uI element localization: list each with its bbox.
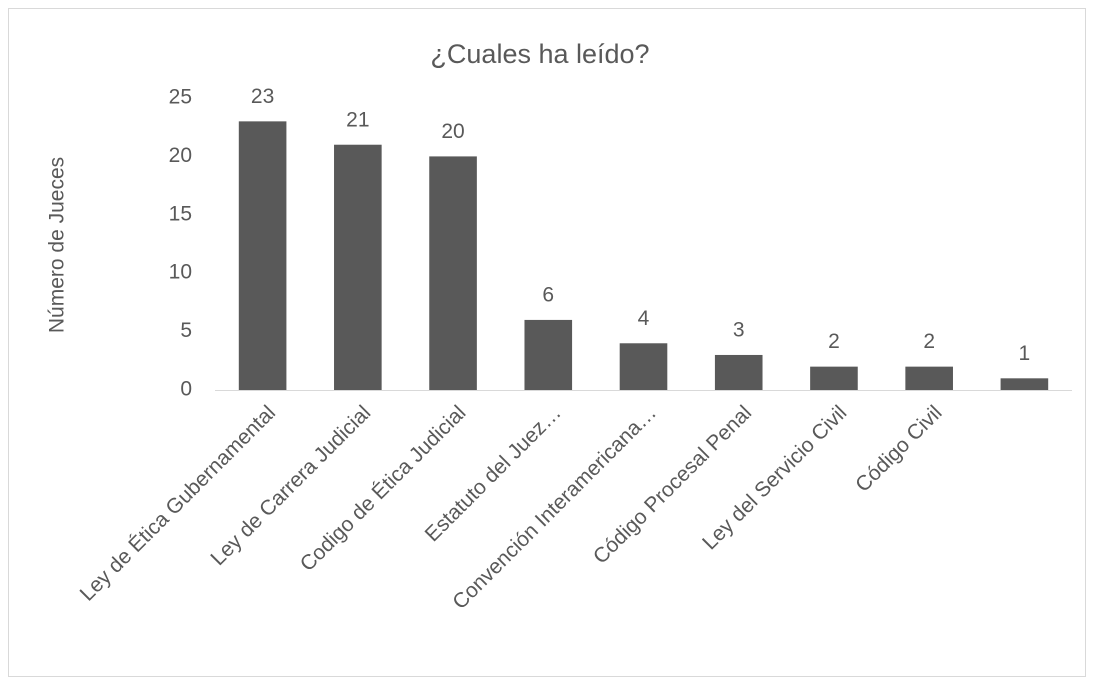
bar [238, 121, 287, 391]
data-label: 21 [346, 108, 369, 131]
bar [429, 156, 477, 390]
data-label: 1 [1019, 342, 1031, 365]
y-tick-label: 0 [180, 378, 192, 401]
y-tick-label: 10 [169, 261, 192, 284]
y-axis-label: Número de Jueces [46, 157, 69, 333]
y-tick-label: 20 [169, 144, 192, 167]
chart-title: ¿Cuales ha leído? [430, 39, 649, 69]
bar [905, 366, 953, 390]
bar [334, 144, 382, 390]
bar [619, 343, 668, 390]
data-label: 2 [828, 330, 840, 353]
data-label: 6 [542, 283, 554, 306]
data-label: 20 [441, 120, 464, 143]
data-label: 23 [251, 85, 274, 108]
y-tick-label: 15 [169, 202, 192, 225]
bar [714, 354, 763, 390]
y-tick-label: 25 [169, 86, 192, 109]
data-label: 4 [638, 307, 650, 330]
bar [524, 319, 573, 390]
bar [1000, 378, 1049, 390]
bar [810, 366, 858, 390]
y-tick-label: 5 [180, 319, 192, 342]
data-label: 2 [923, 330, 935, 353]
data-label: 3 [733, 319, 745, 342]
